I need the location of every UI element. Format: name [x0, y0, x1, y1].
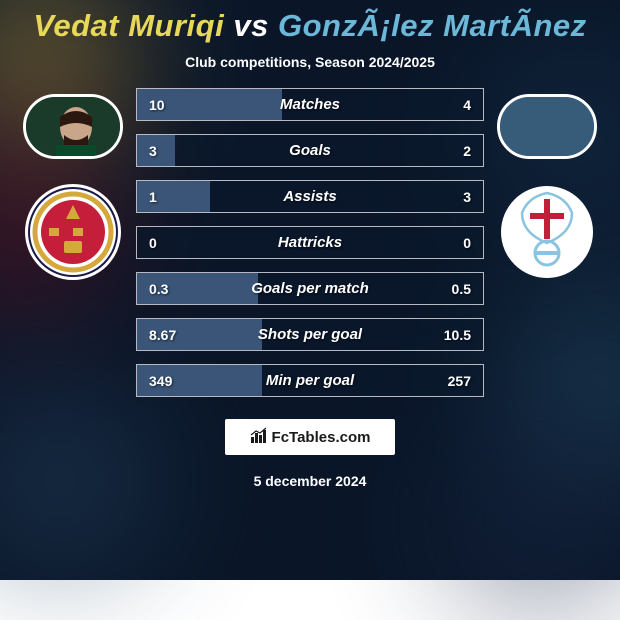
- stat-value-right: 0.5: [452, 281, 471, 297]
- stat-label: Assists: [283, 188, 336, 205]
- stat-row: 349 Min per goal 257: [136, 364, 484, 397]
- vs-text: vs: [233, 8, 278, 43]
- stat-row: 0 Hattricks 0: [136, 226, 484, 259]
- stat-value-left: 0: [149, 235, 157, 251]
- stat-row: 3 Goals 2: [136, 134, 484, 167]
- stat-label: Matches: [280, 96, 340, 113]
- comparison-title: Vedat Muriqi vs GonzÃ¡lez MartÃ­nez: [33, 8, 586, 44]
- stat-label: Shots per goal: [258, 326, 362, 343]
- season-subtitle: Club competitions, Season 2024/2025: [185, 54, 435, 70]
- stat-label: Min per goal: [266, 372, 354, 389]
- bar-chart-icon: [250, 427, 268, 448]
- stat-value-left: 0.3: [149, 281, 168, 297]
- content-wrapper: Vedat Muriqi vs GonzÃ¡lez MartÃ­nez Club…: [0, 0, 620, 580]
- stat-value-left: 8.67: [149, 327, 176, 343]
- stat-value-left: 10: [149, 97, 165, 113]
- stat-bar-left: [137, 181, 210, 212]
- main-row: 10 Matches 4 3 Goals 2 1 Assists 3 0 Hattricks 0 0.3…: [0, 88, 620, 397]
- left-column: [18, 88, 128, 281]
- stat-value-right: 257: [448, 373, 471, 389]
- stat-value-right: 10.5: [444, 327, 471, 343]
- stat-label: Goals: [289, 142, 331, 159]
- player1-avatar: [23, 94, 123, 159]
- player1-name: Vedat Muriqi: [33, 8, 224, 43]
- stat-row: 8.67 Shots per goal 10.5: [136, 318, 484, 351]
- stat-row: 10 Matches 4: [136, 88, 484, 121]
- date-text: 5 december 2024: [254, 473, 367, 489]
- stats-column: 10 Matches 4 3 Goals 2 1 Assists 3 0 Hattricks 0 0.3…: [136, 88, 484, 397]
- stat-value-right: 4: [463, 97, 471, 113]
- stat-row: 0.3 Goals per match 0.5: [136, 272, 484, 305]
- brand-text: FcTables.com: [272, 429, 371, 446]
- player1-club-badge: [24, 183, 122, 281]
- stat-value-right: 3: [463, 189, 471, 205]
- stat-label: Hattricks: [278, 234, 342, 251]
- stat-value-right: 0: [463, 235, 471, 251]
- stat-label: Goals per match: [251, 280, 369, 297]
- brand-watermark: FcTables.com: [225, 419, 395, 455]
- stat-row: 1 Assists 3: [136, 180, 484, 213]
- player2-club-badge: [498, 183, 596, 281]
- stat-value-left: 3: [149, 143, 157, 159]
- stat-value-left: 349: [149, 373, 172, 389]
- right-column: [492, 88, 602, 281]
- stat-value-left: 1: [149, 189, 157, 205]
- player2-avatar: [497, 94, 597, 159]
- player2-name: GonzÃ¡lez MartÃ­nez: [278, 8, 587, 43]
- stat-value-right: 2: [463, 143, 471, 159]
